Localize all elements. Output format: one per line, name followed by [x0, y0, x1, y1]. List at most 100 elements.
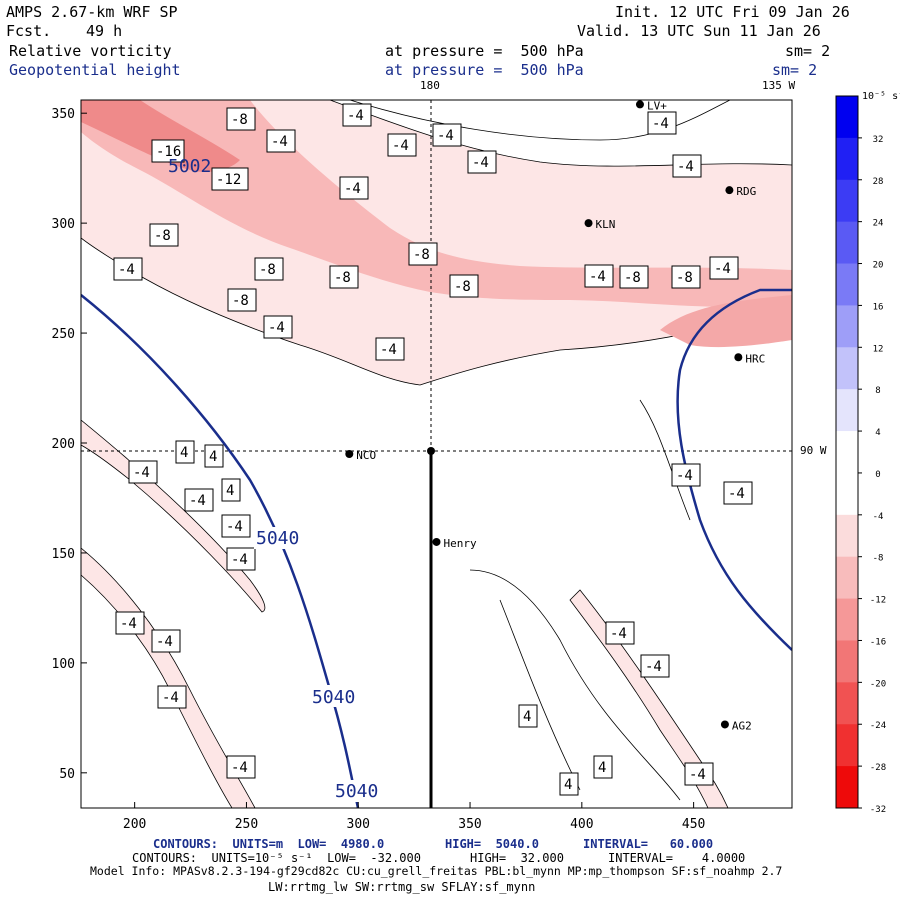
field1-smooth: sm= 2 — [785, 42, 831, 60]
contours-vort-info: CONTOURS: UNITS=10⁻⁵ s⁻¹ LOW= -32.000 — [132, 851, 421, 865]
lon-label-180: 180 — [420, 79, 440, 92]
colorbar-swatch — [836, 514, 858, 558]
vort-label: -4 — [472, 155, 489, 171]
y-tick-label: 300 — [52, 217, 75, 232]
colorbar-swatch — [836, 305, 858, 348]
colorbar-tick-label: 16 — [873, 302, 884, 312]
vort-label: -4 — [156, 634, 173, 650]
vort-label: -4 — [689, 767, 706, 783]
colorbar-swatch — [836, 137, 858, 181]
colorbar-frame — [835, 95, 859, 809]
y-tick-label: 150 — [52, 547, 75, 562]
vort-label: -4 — [162, 690, 179, 706]
vorticity-labels: -16 -12 -8 -8 -8 -8 -8 -8 -8 -8 -8 -4 -4… — [113, 103, 753, 796]
forecast-hour: 49 h — [86, 22, 123, 40]
colorbar-tick-label: -12 — [870, 596, 886, 606]
colorbar-swatch — [836, 179, 858, 223]
station-label: RDG — [736, 185, 756, 198]
colorbar-swatch — [836, 347, 858, 390]
model-info-2: LW:rrtmg_lw SW:rrtmg_sw SFLAY:sf_mynn — [268, 880, 536, 894]
contours-height-interval: INTERVAL= 60.000 — [583, 837, 714, 851]
vort-label: 4 — [564, 777, 572, 793]
colorbar-swatch — [836, 431, 858, 474]
vort-label: -4 — [676, 468, 693, 484]
station-dot — [432, 537, 441, 546]
colorbar-tick-label: -16 — [870, 637, 886, 647]
station-dot — [725, 186, 734, 195]
vort-label: -8 — [231, 112, 248, 128]
colorbar-tick-label: 20 — [873, 261, 884, 271]
colorbar-tick-label: -28 — [870, 763, 886, 773]
y-tick-label: 50 — [59, 767, 75, 782]
y-tick-label: 350 — [52, 107, 75, 122]
colorbar-tick-label: -32 — [870, 805, 886, 815]
colorbar-tick-label: -4 — [873, 512, 884, 522]
valid-time: Valid. 13 UTC Sun 11 Jan 26 — [577, 22, 821, 40]
station-markers: KLN RDG HRC NCO Henry AG2 LV+ — [345, 99, 765, 732]
contours-height-high: HIGH= 5040.0 — [445, 837, 539, 851]
vort-label: 4 — [523, 709, 531, 725]
vorticity-positive-3 — [639, 399, 691, 521]
colorbar-tick-label: 12 — [873, 344, 884, 354]
y-tick-label: 100 — [52, 657, 75, 672]
vort-label: 4 — [209, 449, 217, 465]
height-label: 5040 — [335, 781, 378, 802]
plot-frame — [80, 99, 793, 809]
field2-smooth: sm= 2 — [772, 61, 818, 79]
station-dot — [635, 100, 644, 109]
axis-ticks: 200 250 300 350 400 450 50 100 150 200 250 300 350 — [52, 107, 706, 832]
vort-label: -8 — [259, 262, 276, 278]
colorbar-tick-label: 8 — [875, 386, 880, 396]
vort-label: -4 — [437, 128, 454, 144]
colorbar-tick-label: -20 — [870, 679, 886, 689]
vort-label: -4 — [645, 659, 662, 675]
contours-height-info: CONTOURS: UNITS=m LOW= 4980.0 — [153, 837, 385, 851]
model-title: AMPS 2.67-km WRF SP — [6, 3, 178, 21]
vort-label: -4 — [610, 626, 627, 642]
colorbar: 32 28 24 20 16 12 8 4 0 -4 -8 -12 -16 -20 -24 -28 -32 — [835, 95, 886, 815]
colorbar-tick-label: 0 — [875, 470, 880, 480]
field1-level: at pressure = 500 hPa — [385, 42, 584, 60]
vort-label: -4 — [268, 320, 285, 336]
init-time: Init. 12 UTC Fri 09 Jan 26 — [615, 3, 850, 21]
station-dot — [720, 720, 729, 729]
vorticity-band-southwest-1 — [81, 419, 266, 613]
station-dot — [345, 450, 354, 458]
vort-label: -8 — [624, 270, 641, 286]
colorbar-tick-label: 28 — [873, 177, 884, 187]
colorbar-swatch — [836, 766, 858, 809]
vort-label: -8 — [154, 228, 171, 244]
vort-label: -12 — [216, 172, 241, 188]
vort-label: -4 — [380, 342, 397, 358]
lon-label-90w: 90 W — [800, 444, 827, 457]
colorbar-tick-label: -8 — [873, 554, 884, 564]
pole-marker — [427, 447, 435, 455]
vorticity-band-north-medium — [81, 100, 792, 307]
colorbar-unit: 10⁻⁵ s⁻¹ — [862, 91, 900, 102]
x-tick-label: 450 — [682, 817, 705, 832]
x-tick-label: 200 — [123, 817, 146, 832]
station-label: KLN — [596, 218, 616, 231]
height-label: 5040 — [256, 528, 299, 549]
field2-name: Geopotential height — [9, 61, 181, 79]
x-tick-label: 350 — [458, 817, 481, 832]
vort-label: -16 — [156, 144, 181, 160]
vort-label: -4 — [189, 493, 206, 509]
station-dot — [734, 353, 743, 362]
contours-vort-interval: INTERVAL= 4.0000 — [608, 851, 746, 865]
station-label: Henry — [444, 537, 477, 550]
x-tick-label: 400 — [570, 817, 593, 832]
field1-name: Relative vorticity — [9, 42, 172, 60]
station-label: NCO — [356, 449, 376, 462]
colorbar-tick-label: 32 — [873, 135, 884, 145]
vorticity-band-north-strong — [81, 100, 240, 172]
vort-label: -4 — [120, 616, 137, 632]
vorticity-contour-north-1 — [349, 100, 731, 141]
vort-label: -4 — [677, 159, 694, 175]
height-contour-east — [676, 288, 792, 651]
height-label: 5040 — [312, 687, 355, 708]
colorbar-swatch — [836, 389, 858, 432]
vort-label: -4 — [231, 760, 248, 776]
height-contour-west — [81, 294, 360, 808]
